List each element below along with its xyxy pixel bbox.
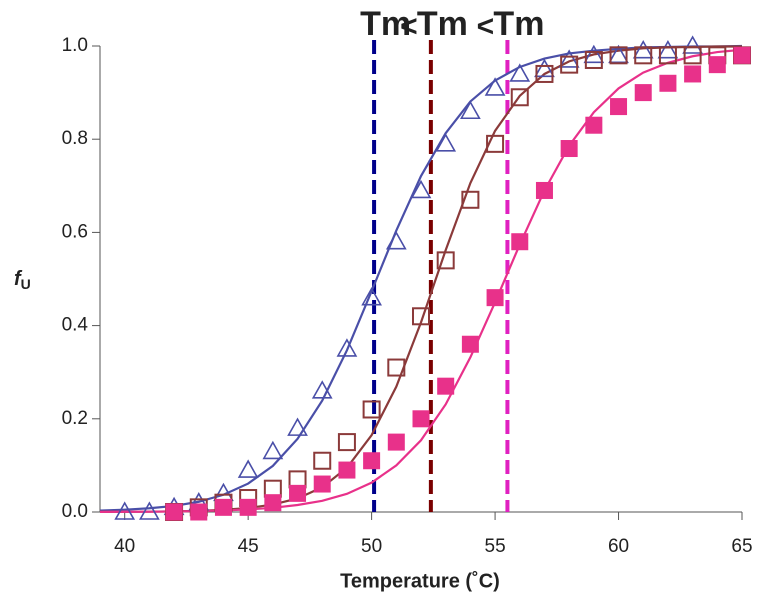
- square-marker: [165, 503, 183, 521]
- square-marker: [535, 64, 554, 83]
- triangle-marker: [632, 40, 654, 59]
- triangle-marker: [558, 49, 580, 68]
- square-marker: [610, 98, 628, 116]
- square-marker: [510, 88, 529, 107]
- y-tick-label: 0.4: [62, 315, 89, 336]
- triangle-marker: [460, 100, 481, 120]
- tm-separator: <: [400, 10, 418, 43]
- square-marker: [609, 46, 628, 65]
- square-marker: [461, 190, 480, 209]
- tm-separator: <: [477, 10, 495, 43]
- square-marker: [683, 46, 702, 65]
- x-tick-label: 45: [238, 536, 259, 557]
- triangle-marker: [657, 40, 679, 59]
- tm-label: Tm: [360, 5, 411, 43]
- square-marker: [658, 46, 677, 65]
- triangle-marker: [484, 77, 506, 96]
- triangle-marker: [311, 380, 333, 399]
- y-axis-label-main: f: [14, 268, 23, 290]
- square-marker: [486, 134, 505, 153]
- triangle-marker: [361, 287, 382, 306]
- square-marker: [437, 377, 455, 395]
- fit-curve: [99, 48, 743, 513]
- triangle-marker: [139, 501, 160, 520]
- square-marker: [313, 475, 331, 493]
- triangle-marker: [534, 58, 555, 78]
- triangle-marker: [682, 35, 703, 54]
- triangle-marker: [435, 133, 457, 152]
- square-marker: [436, 251, 455, 270]
- x-tick-label: 55: [485, 536, 506, 557]
- square-marker: [535, 181, 553, 199]
- y-tick-label: 1.0: [62, 35, 88, 56]
- square-marker: [264, 494, 282, 512]
- square-marker: [585, 116, 603, 134]
- triangle-marker: [336, 338, 358, 357]
- tm-label: Tm: [493, 5, 544, 43]
- square-marker: [486, 289, 504, 307]
- square-marker: [214, 498, 232, 516]
- triangle-marker: [583, 44, 605, 64]
- square-marker: [362, 400, 381, 419]
- square-marker: [190, 503, 208, 521]
- x-tick-label: 60: [608, 536, 629, 557]
- triangle-marker: [410, 179, 432, 199]
- square-marker: [659, 74, 677, 92]
- square-marker: [708, 56, 726, 74]
- square-marker: [634, 84, 652, 102]
- square-marker: [412, 307, 430, 326]
- square-marker: [337, 433, 356, 452]
- square-marker: [461, 335, 479, 353]
- square-marker: [338, 461, 356, 479]
- x-tick-label: 65: [731, 536, 752, 557]
- square-marker: [363, 452, 381, 470]
- y-tick-label: 0.6: [62, 221, 88, 242]
- y-axis-label: fU: [14, 268, 31, 291]
- square-marker: [560, 55, 579, 74]
- y-tick-label: 0.0: [62, 501, 88, 522]
- square-marker: [289, 484, 307, 502]
- square-marker: [239, 498, 257, 516]
- triangle-marker: [509, 63, 531, 82]
- square-marker: [387, 433, 405, 451]
- triangle-marker: [262, 440, 284, 460]
- square-marker: [313, 451, 332, 470]
- square-marker: [634, 46, 653, 65]
- triangle-marker: [385, 231, 407, 250]
- y-tick-label: 0.2: [62, 408, 88, 429]
- square-marker: [584, 50, 603, 69]
- square-marker: [684, 65, 702, 83]
- square-marker: [412, 410, 430, 428]
- x-tick-label: 50: [361, 536, 382, 557]
- triangle-marker: [287, 417, 308, 436]
- x-tick-label: 40: [114, 536, 135, 557]
- square-marker: [511, 233, 529, 251]
- y-axis-label-sub: U: [21, 276, 31, 292]
- y-tick-label: 0.8: [62, 128, 88, 149]
- tm-label: Tm: [417, 5, 468, 43]
- square-marker: [733, 46, 751, 64]
- triangle-marker: [114, 501, 136, 520]
- square-marker: [387, 358, 406, 377]
- triangle-marker: [237, 459, 259, 478]
- fit-curve: [99, 45, 742, 514]
- x-axis-label: Temperature (˚C): [340, 569, 500, 592]
- square-marker: [560, 140, 578, 158]
